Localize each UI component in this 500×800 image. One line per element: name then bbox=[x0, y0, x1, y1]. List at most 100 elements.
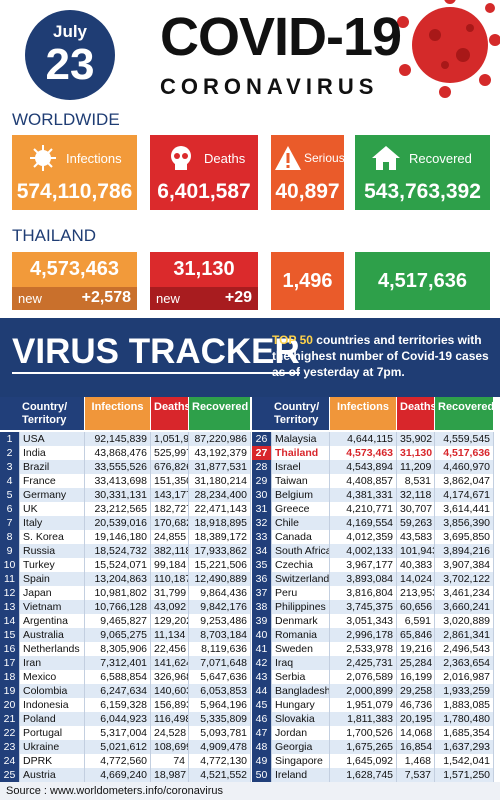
value: 382,118 bbox=[151, 544, 189, 558]
value: 1,933,259 bbox=[435, 684, 494, 698]
rank: 16 bbox=[0, 642, 20, 656]
stat-value: 574,110,786 bbox=[16, 180, 133, 203]
rank: 12 bbox=[0, 586, 20, 600]
value: 16,854 bbox=[397, 740, 435, 754]
country: Jordan bbox=[272, 726, 330, 740]
rank: 21 bbox=[0, 712, 20, 726]
country: Italy bbox=[20, 516, 85, 530]
value: 5,317,004 bbox=[85, 726, 151, 740]
value: 7,312,401 bbox=[85, 656, 151, 670]
value: 92,145,839 bbox=[85, 432, 151, 446]
country: Belgium bbox=[272, 488, 330, 502]
country: Australia bbox=[20, 628, 85, 642]
country: Turkey bbox=[20, 558, 85, 572]
rank: 44 bbox=[252, 684, 272, 698]
value: 43,092 bbox=[151, 600, 189, 614]
card-icon bbox=[171, 146, 191, 170]
rank: 11 bbox=[0, 572, 20, 586]
table-row: 49 Singapore 1,645,092 1,468 1,542,041 bbox=[252, 754, 494, 768]
value: 1,675,265 bbox=[330, 740, 397, 754]
value: 1,628,745 bbox=[330, 768, 397, 782]
table-row: 46 Slovakia 1,811,383 20,195 1,780,480 bbox=[252, 712, 494, 726]
value: 4,573,463 bbox=[330, 446, 397, 460]
stat-label: Infections bbox=[66, 151, 122, 166]
section-label: WORLDWIDE bbox=[12, 110, 120, 129]
table-row: 48 Georgia 1,675,265 16,854 1,637,293 bbox=[252, 740, 494, 754]
stat-value: 31,130 bbox=[173, 258, 235, 280]
value: 3,461,234 bbox=[435, 586, 494, 600]
value: 1,637,293 bbox=[435, 740, 494, 754]
country: India bbox=[20, 446, 85, 460]
value: 116,498 bbox=[151, 712, 189, 726]
country: UK bbox=[20, 502, 85, 516]
table-row: 17 Iran 7,312,401 141,624 7,071,648 bbox=[0, 656, 251, 670]
country: Taiwan bbox=[272, 474, 330, 488]
country: Slovakia bbox=[272, 712, 330, 726]
rank: 20 bbox=[0, 698, 20, 712]
country: Portugal bbox=[20, 726, 85, 740]
country: Romania bbox=[272, 628, 330, 642]
value: 20,195 bbox=[397, 712, 435, 726]
value: 2,996,178 bbox=[330, 628, 397, 642]
source: Source : www.worldometers.info/coronavir… bbox=[0, 782, 500, 800]
value: 213,953 bbox=[397, 586, 435, 600]
value: 1,051,912 bbox=[151, 432, 189, 446]
value: 2,496,543 bbox=[435, 642, 494, 656]
stat-card bbox=[12, 135, 137, 210]
value: 141,624 bbox=[151, 656, 189, 670]
table-row: 32 Chile 4,169,554 59,263 3,856,390 bbox=[252, 516, 494, 530]
rank: 14 bbox=[0, 614, 20, 628]
table-row: 7 Italy 20,539,016 170,682 18,918,895 bbox=[0, 516, 251, 530]
value: 11,209 bbox=[397, 460, 435, 474]
table-row: 25 Austria 4,669,240 18,987 4,521,552 bbox=[0, 768, 251, 782]
value: 5,964,196 bbox=[189, 698, 251, 712]
stat-value: 543,763,392 bbox=[364, 180, 481, 203]
value: 4,559,545 bbox=[435, 432, 494, 446]
value: 3,695,850 bbox=[435, 530, 494, 544]
rank: 9 bbox=[0, 544, 20, 558]
country: Czechia bbox=[272, 558, 330, 572]
table-row: 38 Philippines 3,745,375 60,656 3,660,241 bbox=[252, 600, 494, 614]
country: Russia bbox=[20, 544, 85, 558]
value: 108,699 bbox=[151, 740, 189, 754]
value: 3,020,889 bbox=[435, 614, 494, 628]
title: COVID-19 bbox=[160, 7, 402, 67]
table-row: 4 France 33,413,698 151,350 31,180,214 bbox=[0, 474, 251, 488]
table-row: 22 Portugal 5,317,004 24,528 5,093,781 bbox=[0, 726, 251, 740]
value: 2,533,978 bbox=[330, 642, 397, 656]
country: Denmark bbox=[272, 614, 330, 628]
rank: 34 bbox=[252, 544, 272, 558]
rank: 47 bbox=[252, 726, 272, 740]
value: 30,707 bbox=[397, 502, 435, 516]
value: 31,180,214 bbox=[189, 474, 251, 488]
section-label: THAILAND bbox=[12, 226, 97, 245]
value: 4,210,771 bbox=[330, 502, 397, 516]
value: 525,997 bbox=[151, 446, 189, 460]
table-row: 5 Germany 30,331,131 143,177 28,234,400 bbox=[0, 488, 251, 502]
value: 43,192,379 bbox=[189, 446, 251, 460]
column-header: Deaths bbox=[151, 397, 191, 430]
table-row: 40 Romania 2,996,178 65,846 2,861,341 bbox=[252, 628, 494, 642]
value: 4,669,240 bbox=[85, 768, 151, 782]
value: 23,212,565 bbox=[85, 502, 151, 516]
rank: 13 bbox=[0, 600, 20, 614]
country: USA bbox=[20, 432, 85, 446]
value: 4,002,133 bbox=[330, 544, 397, 558]
table-row: 44 Bangladesh 2,000,899 29,258 1,933,259 bbox=[252, 684, 494, 698]
table-row: 33 Canada 4,012,359 43,583 3,695,850 bbox=[252, 530, 494, 544]
value: 87,220,986 bbox=[189, 432, 251, 446]
rank: 17 bbox=[0, 656, 20, 670]
new-label: new bbox=[156, 291, 180, 306]
stat-value: 4,517,636 bbox=[378, 270, 467, 292]
country: Iraq bbox=[272, 656, 330, 670]
value: 6,044,923 bbox=[85, 712, 151, 726]
value: 9,253,486 bbox=[189, 614, 251, 628]
table-row: 16 Netherlands 8,305,906 22,456 8,119,636 bbox=[0, 642, 251, 656]
country: Singapore bbox=[272, 754, 330, 768]
rank: 36 bbox=[252, 572, 272, 586]
country: DPRK bbox=[20, 754, 85, 768]
country: South Africa bbox=[272, 544, 330, 558]
rank: 48 bbox=[252, 740, 272, 754]
column-header: Deaths bbox=[397, 397, 437, 430]
value: 6,159,328 bbox=[85, 698, 151, 712]
